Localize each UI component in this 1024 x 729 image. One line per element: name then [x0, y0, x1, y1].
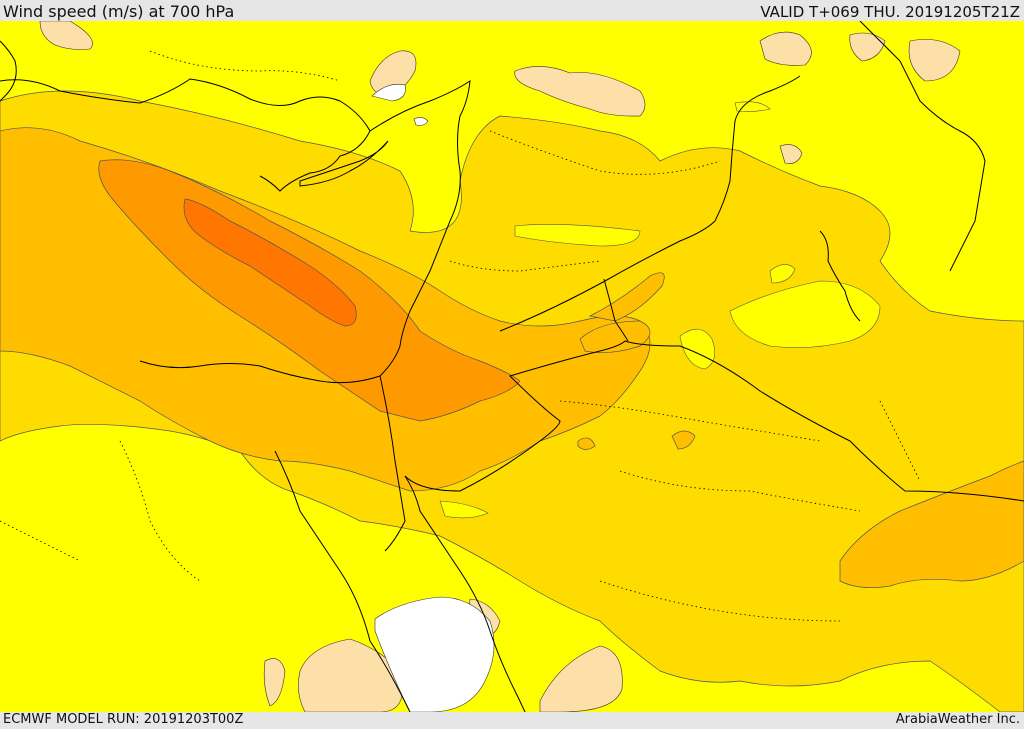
wind-band-4 — [183, 198, 357, 327]
valid-time: VALID T+069 THU. 20191205T21Z — [760, 3, 1020, 21]
very-calm-zones — [371, 83, 495, 712]
wind-band-2-east — [577, 272, 1024, 588]
model-run-label: ECMWF MODEL RUN: 20191203T00Z — [3, 712, 244, 727]
footer-bar: ECMWF MODEL RUN: 20191203T00Z ArabiaWeat… — [0, 712, 1024, 729]
credit-label: ArabiaWeather Inc. — [895, 712, 1020, 727]
header-bar: Wind speed (m/s) at 700 hPa VALID T+069 … — [0, 0, 1024, 22]
map-title: Wind speed (m/s) at 700 hPa — [3, 2, 235, 21]
wind-speed-map — [0, 21, 1024, 712]
coastlines — [0, 21, 1024, 712]
calm-zones — [39, 21, 961, 712]
country-borders — [0, 50, 921, 622]
